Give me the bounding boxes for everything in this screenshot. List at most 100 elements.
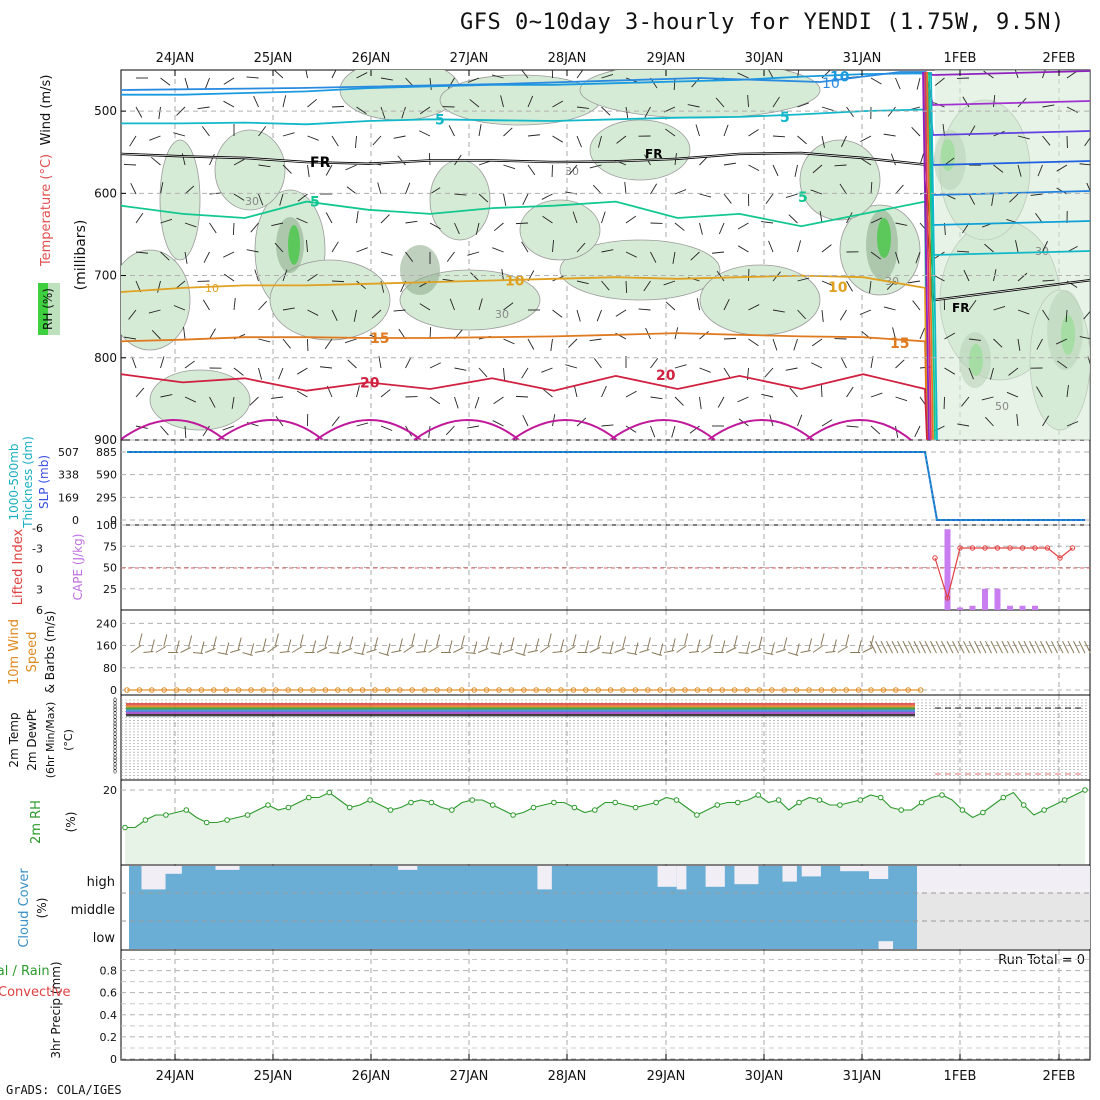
grads-credit: GrADS: COLA/IGES [6,1083,122,1097]
wind-barb [1092,281,1096,292]
temperature-axis-title: Temperature (°C) [39,154,54,267]
wind-barb [839,183,847,195]
wind-barb [494,222,504,232]
rh-axis-title: RH (%) [41,288,55,330]
wind-barb [347,359,357,369]
wind-barb [989,367,994,380]
wind-barb [325,212,333,224]
wind-barb [638,308,651,311]
surface-wind-barb [460,635,465,648]
wind-barb [723,162,736,166]
surface-wind-barb [996,640,1003,654]
wind-barb [223,100,235,108]
surface-wind-barb [891,640,899,654]
wind-barb [356,422,369,427]
surface-wind-barb [957,640,965,654]
wind-barb [393,309,406,312]
wind-barb [428,152,431,166]
date-label-bottom: 27JAN [450,1069,489,1084]
rh-point [673,797,680,803]
wind-barb [984,416,994,427]
date-labels-top: 24JAN 25JAN 26JAN 27JAN 28JAN 29JAN 30JAN 31JAN… [156,51,1075,76]
temperature-contour [217,419,324,440]
wind-barb [397,155,406,166]
wind-barb [209,153,215,166]
pressure-tick-label: 900 [94,433,117,447]
wind-barb [344,338,357,344]
temp-tick-label: 0 [113,704,117,711]
surface-wind-barb [639,649,650,653]
date-label-top: 25JAN [254,51,293,66]
wind-barb [307,98,317,108]
wind-barb [672,251,676,264]
wind-barb [184,360,195,369]
wind-barb [184,396,197,403]
surface-wind-barb [659,643,664,656]
wind-barb [492,420,504,427]
wind-barb [521,241,529,253]
wind-barb [576,309,581,322]
thickness-axis-title: Thickness (dm) [21,436,35,529]
surface-wind-barb [684,633,689,646]
wind-barb [124,336,137,340]
date-labels-bottom: 24JAN 25JAN 26JAN 27JAN 28JAN 29JAN 30JAN 31JAN… [156,1054,1075,1084]
cape-bar [969,605,976,610]
surface-wind-barb [930,640,937,654]
rh-shade-blob [149,369,251,431]
wind-barb [184,251,188,264]
wind-barb [919,327,926,340]
rh-point [632,804,639,811]
wind-barb [515,395,529,398]
wind-barb [737,396,749,403]
wind-barb [223,77,235,85]
wind-barb [761,221,774,224]
wind-barb [737,222,749,230]
rh-shade-blob [519,199,601,261]
wind-barb [993,95,996,108]
rh-shade-blob [121,249,191,351]
rh2m-axis-title: 2m RH [29,800,44,844]
rh-point [449,807,455,813]
wind-barb [1084,137,1090,147]
wind-barb [870,77,882,85]
surface-wind-panel: 240 160 80 0 [96,617,1091,697]
rh-area [125,790,1085,864]
freezing-line-highlight [121,152,1090,301]
wind-barb [568,338,578,348]
wind-barb [175,280,186,289]
wind-barb [467,425,480,429]
wind-barb [1017,272,1028,282]
wind-barb [625,251,637,258]
surface-wind-barb [750,648,762,653]
wind-barb [331,105,345,108]
wind-speed-label: 10 [822,76,840,92]
temp-axis-title-part: 2m Temp [7,712,21,767]
surface-wind-barb [646,637,651,650]
wind-barb [944,332,956,340]
wind-barb [968,367,974,380]
wind-barb [1092,252,1100,254]
wind-barb [521,70,529,79]
wind-barb [665,301,676,311]
temp-band [126,714,915,717]
wind-barb [983,70,994,79]
wind-barb [748,304,760,311]
temp-tick-label: 0 [113,714,117,721]
wind-barb [160,394,173,398]
wind-barb [1008,367,1019,376]
wind-barb [345,164,357,171]
wind-barb [233,193,245,201]
wind-barb [209,328,216,340]
wind-barb [650,251,657,263]
temp-tick-label: 0 [113,758,117,765]
wind-barb [356,385,360,398]
wind-barb [957,423,970,427]
temperature-axis-title-part: Temperature (°C) [39,154,54,267]
rh-point [265,802,271,808]
wind-barb [202,299,210,311]
wind-barb [797,309,807,320]
wind-barb [576,242,586,253]
surface-wind-barb [597,635,602,648]
wind-barb [933,274,945,282]
wind-barb [324,338,333,350]
